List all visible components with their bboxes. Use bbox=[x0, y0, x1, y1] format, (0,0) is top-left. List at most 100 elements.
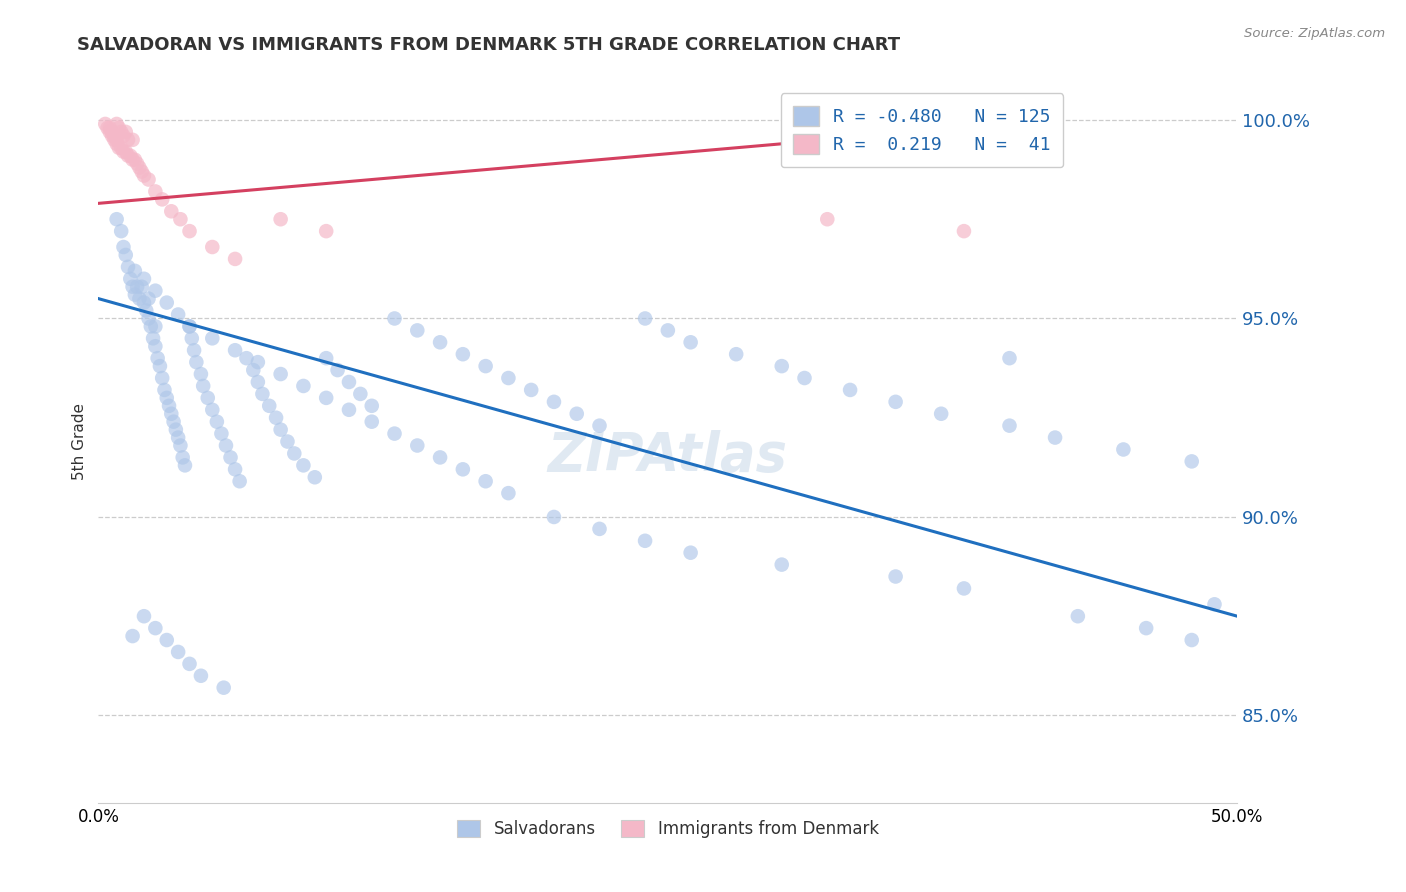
Point bbox=[105, 212, 128, 227]
Point bbox=[105, 133, 128, 147]
Point bbox=[242, 363, 264, 377]
Point bbox=[112, 240, 135, 254]
Point bbox=[1181, 633, 1204, 648]
Point bbox=[315, 391, 337, 405]
Point bbox=[770, 558, 793, 572]
Point bbox=[224, 343, 246, 358]
Point bbox=[1135, 621, 1157, 635]
Point bbox=[128, 292, 150, 306]
Point bbox=[793, 371, 815, 385]
Point bbox=[131, 164, 153, 178]
Point bbox=[634, 533, 657, 548]
Point bbox=[120, 272, 142, 286]
Point bbox=[167, 645, 190, 659]
Point bbox=[337, 375, 360, 389]
Point bbox=[224, 462, 246, 476]
Point bbox=[105, 117, 128, 131]
Point bbox=[201, 331, 224, 345]
Point bbox=[138, 292, 160, 306]
Point bbox=[270, 423, 292, 437]
Point bbox=[224, 252, 246, 266]
Point bbox=[246, 355, 269, 369]
Point bbox=[349, 387, 371, 401]
Point bbox=[264, 410, 287, 425]
Point bbox=[725, 347, 748, 361]
Point bbox=[179, 224, 201, 238]
Point bbox=[360, 399, 382, 413]
Point bbox=[180, 331, 202, 345]
Point bbox=[138, 311, 160, 326]
Point bbox=[172, 450, 194, 465]
Point bbox=[156, 633, 179, 648]
Point bbox=[474, 475, 496, 489]
Point bbox=[162, 415, 184, 429]
Point bbox=[315, 351, 337, 366]
Point bbox=[101, 125, 124, 139]
Point bbox=[108, 120, 131, 135]
Point bbox=[183, 343, 205, 358]
Point bbox=[114, 248, 136, 262]
Point bbox=[543, 394, 565, 409]
Point bbox=[98, 120, 121, 135]
Point bbox=[132, 295, 155, 310]
Point bbox=[276, 434, 298, 449]
Point bbox=[770, 359, 793, 373]
Point bbox=[121, 629, 143, 643]
Text: SALVADORAN VS IMMIGRANTS FROM DENMARK 5TH GRADE CORRELATION CHART: SALVADORAN VS IMMIGRANTS FROM DENMARK 5T… bbox=[77, 36, 900, 54]
Point bbox=[101, 128, 124, 143]
Point bbox=[360, 415, 382, 429]
Point bbox=[384, 311, 406, 326]
Point bbox=[201, 240, 224, 254]
Point bbox=[543, 510, 565, 524]
Point bbox=[110, 224, 132, 238]
Point bbox=[149, 359, 172, 373]
Point bbox=[132, 609, 155, 624]
Y-axis label: 5th Grade: 5th Grade bbox=[72, 403, 87, 480]
Point bbox=[190, 669, 212, 683]
Point bbox=[114, 125, 136, 139]
Point bbox=[252, 387, 274, 401]
Point bbox=[156, 391, 179, 405]
Point bbox=[406, 323, 429, 337]
Point bbox=[145, 621, 167, 635]
Point bbox=[1204, 597, 1226, 611]
Point bbox=[498, 371, 520, 385]
Point bbox=[112, 128, 135, 143]
Point bbox=[114, 145, 136, 159]
Point bbox=[94, 117, 117, 131]
Point bbox=[165, 423, 187, 437]
Point bbox=[124, 287, 146, 301]
Point bbox=[186, 355, 208, 369]
Point bbox=[657, 323, 679, 337]
Point bbox=[292, 379, 315, 393]
Point bbox=[121, 133, 143, 147]
Point bbox=[160, 407, 183, 421]
Point bbox=[474, 359, 496, 373]
Point bbox=[205, 415, 228, 429]
Point bbox=[179, 319, 201, 334]
Point bbox=[96, 120, 118, 135]
Point bbox=[326, 363, 349, 377]
Point bbox=[337, 402, 360, 417]
Point bbox=[588, 522, 610, 536]
Point bbox=[315, 224, 337, 238]
Point bbox=[112, 145, 135, 159]
Point bbox=[128, 161, 150, 175]
Point bbox=[150, 193, 173, 207]
Point bbox=[634, 311, 657, 326]
Point bbox=[156, 295, 179, 310]
Point bbox=[132, 169, 155, 183]
Point bbox=[110, 141, 132, 155]
Point bbox=[304, 470, 326, 484]
Point bbox=[246, 375, 269, 389]
Point bbox=[124, 153, 146, 167]
Point bbox=[150, 371, 173, 385]
Point bbox=[120, 149, 142, 163]
Point bbox=[429, 450, 451, 465]
Point bbox=[121, 153, 143, 167]
Point bbox=[179, 657, 201, 671]
Point bbox=[884, 394, 907, 409]
Point bbox=[839, 383, 862, 397]
Point bbox=[209, 426, 232, 441]
Point bbox=[157, 399, 180, 413]
